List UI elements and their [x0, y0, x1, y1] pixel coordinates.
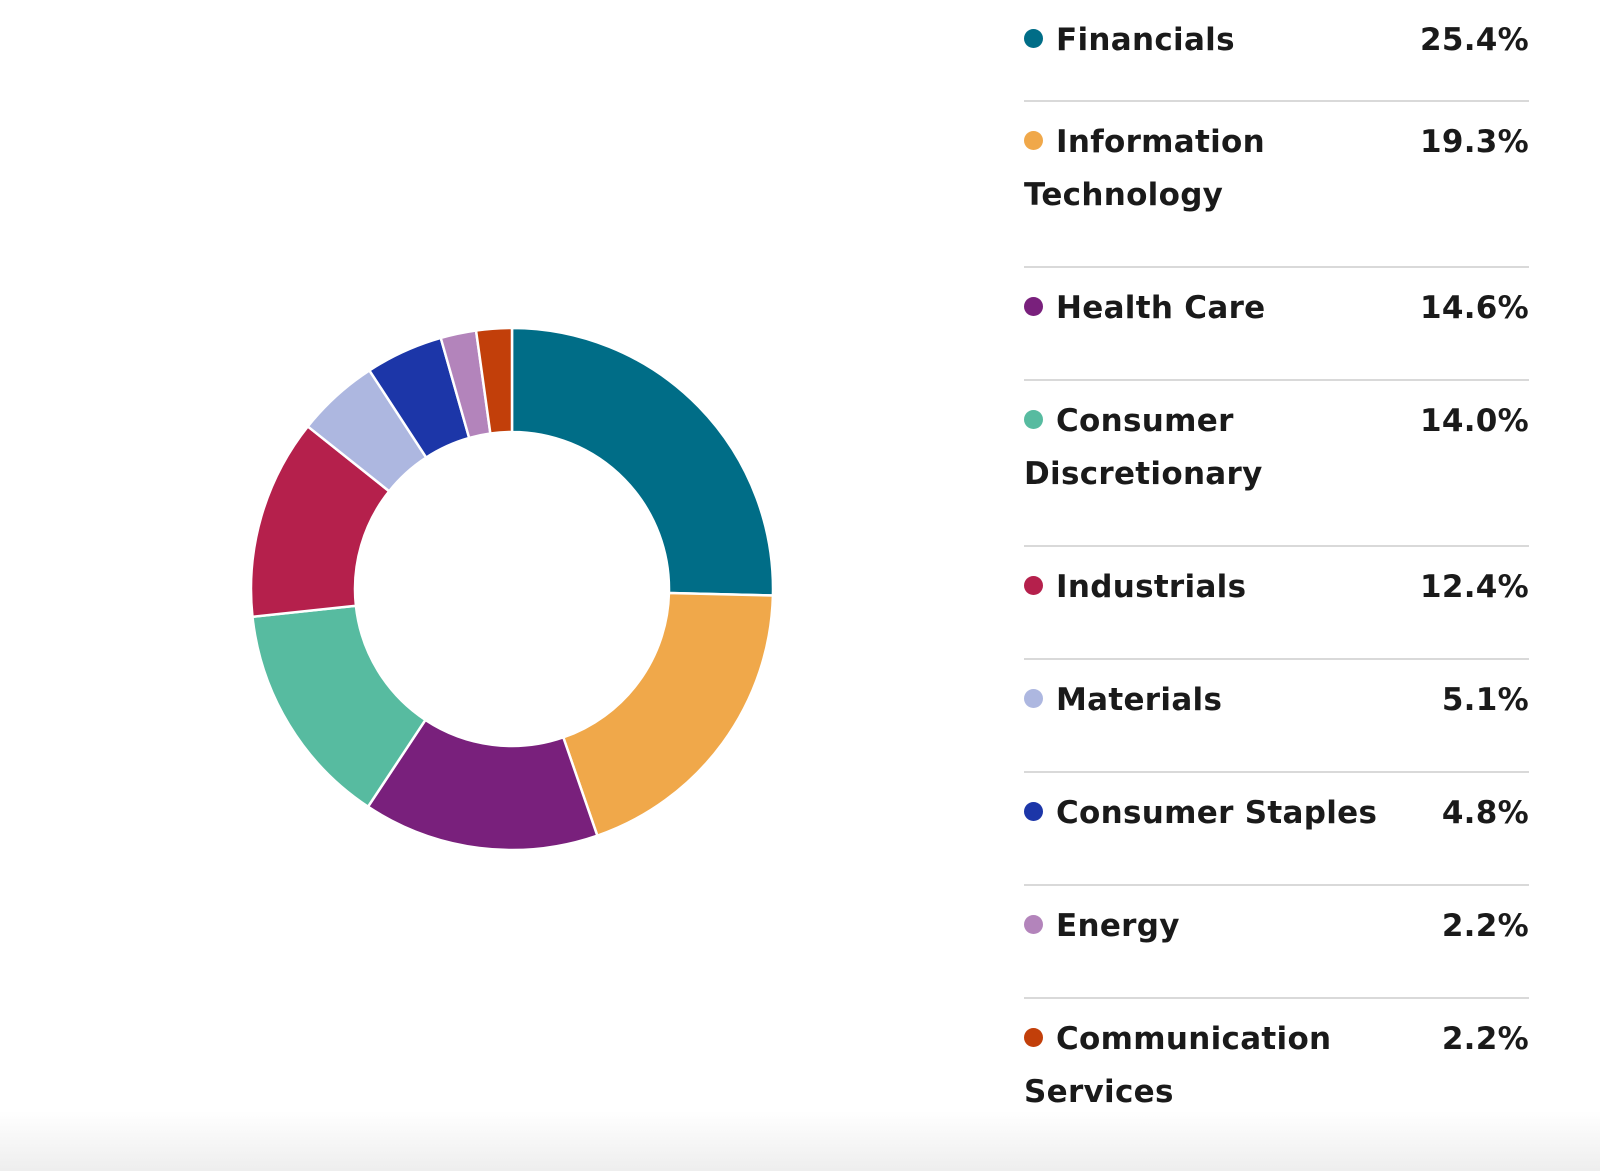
sector-donut-chart [249, 326, 775, 852]
legend-row-financials: Financials 25.4% [1024, 0, 1529, 102]
legend-color-dot-icon [1024, 29, 1043, 48]
legend-label: Health Care [1024, 268, 1529, 335]
legend-color-dot-icon [1024, 297, 1043, 316]
legend-label: Financials [1024, 0, 1529, 67]
sector-legend: Financials 25.4% Information Technology 19.… [1024, 0, 1529, 1149]
legend-label-text: Information Technology [1024, 124, 1266, 213]
legend-label-text: Consumer Staples [1056, 795, 1378, 831]
legend-label-text: Consumer Discretionary [1024, 403, 1263, 492]
legend-value: 12.4% [1419, 569, 1529, 605]
legend-label: Consumer Discretionary [1024, 381, 1529, 501]
legend-label: Communication Services [1024, 999, 1529, 1119]
legend-color-dot-icon [1024, 576, 1043, 595]
legend-label-text: Financials [1056, 22, 1235, 58]
legend-color-dot-icon [1024, 689, 1043, 708]
legend-value: 4.8% [1441, 795, 1529, 831]
legend-label: Materials [1024, 660, 1529, 727]
donut-slice-information-technology [562, 591, 775, 837]
legend-color-dot-icon [1024, 802, 1043, 821]
legend-label: Consumer Staples [1024, 773, 1529, 840]
legend-label-text: Communication Services [1024, 1021, 1332, 1110]
legend-label: Information Technology [1024, 102, 1529, 222]
legend-color-dot-icon [1024, 410, 1043, 429]
legend-label: Industrials [1024, 547, 1529, 614]
donut-slice-financials [510, 326, 775, 597]
legend-color-dot-icon [1024, 1028, 1043, 1047]
legend-row-communication-services: Communication Services 2.2% [1024, 999, 1529, 1149]
legend-label-text: Energy [1056, 908, 1180, 944]
legend-color-dot-icon [1024, 131, 1043, 150]
legend-label-text: Industrials [1056, 569, 1247, 605]
legend-row-energy: Energy 2.2% [1024, 886, 1529, 999]
donut-slice-communication-services [474, 326, 514, 435]
legend-value: 2.2% [1441, 908, 1529, 944]
legend-color-dot-icon [1024, 915, 1043, 934]
legend-row-information-technology: Information Technology 19.3% [1024, 102, 1529, 268]
legend-value: 14.6% [1419, 290, 1529, 326]
legend-label: Energy [1024, 886, 1529, 953]
legend-value: 25.4% [1419, 22, 1529, 58]
legend-value: 14.0% [1419, 403, 1529, 439]
legend-label-text: Materials [1056, 682, 1223, 718]
legend-row-industrials: Industrials 12.4% [1024, 547, 1529, 660]
legend-row-materials: Materials 5.1% [1024, 660, 1529, 773]
legend-label-text: Health Care [1056, 290, 1266, 326]
legend-value: 2.2% [1441, 1021, 1529, 1057]
legend-row-health-care: Health Care 14.6% [1024, 268, 1529, 381]
legend-value: 19.3% [1419, 124, 1529, 160]
legend-row-consumer-discretionary: Consumer Discretionary 14.0% [1024, 381, 1529, 547]
sector-donut-chart-area [249, 326, 775, 852]
legend-row-consumer-staples: Consumer Staples 4.8% [1024, 773, 1529, 886]
legend-value: 5.1% [1441, 682, 1529, 718]
